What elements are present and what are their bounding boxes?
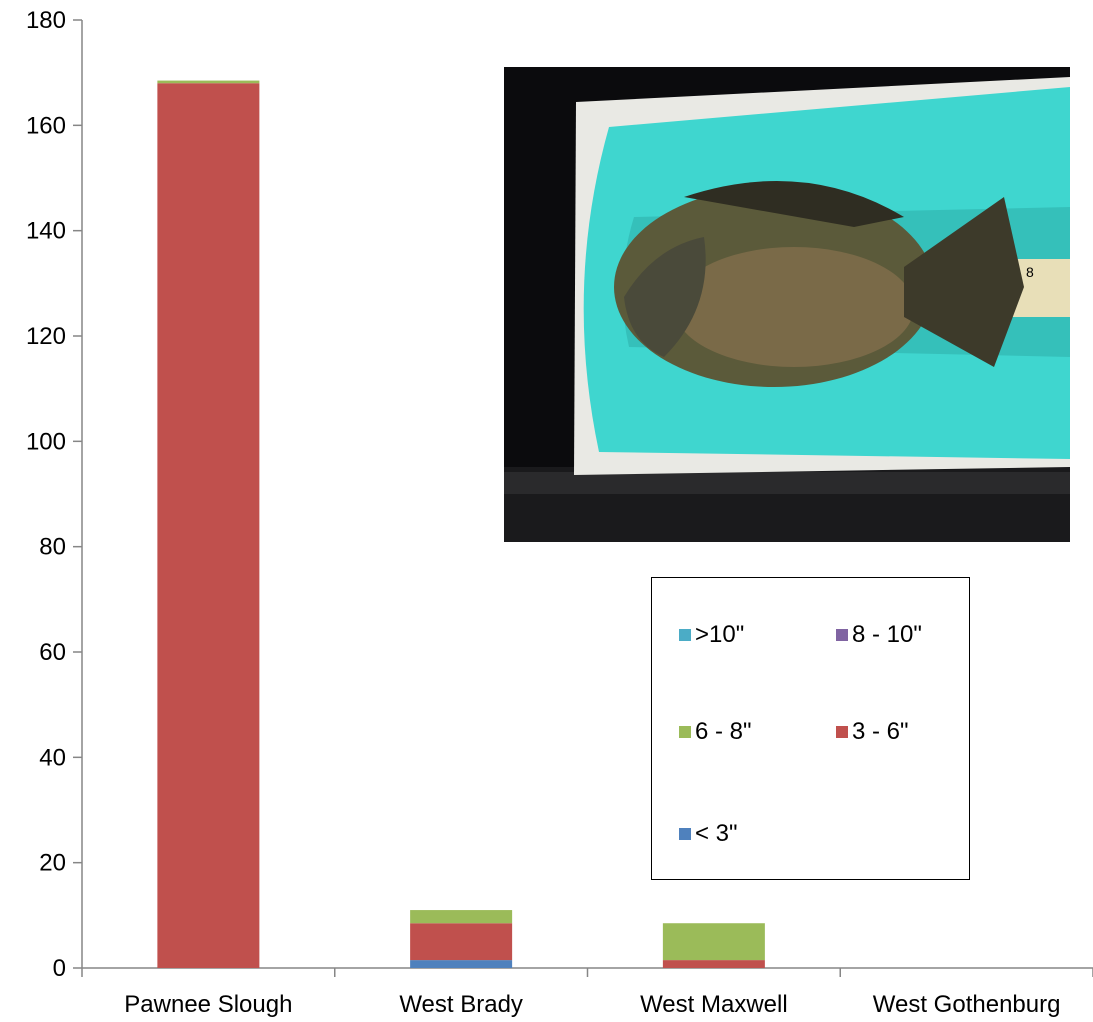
bar-segment [410, 910, 513, 924]
legend-label-3-6: 3 - 6" [852, 718, 909, 745]
legend-swatch-lt3 [679, 828, 691, 840]
svg-text:8: 8 [1026, 264, 1034, 280]
y-tick-label: 100 [26, 428, 66, 455]
y-axis: 0 20 40 60 80 100 120 140 160 180 [26, 7, 83, 982]
x-tick-label: Pawnee Slough [124, 991, 292, 1017]
legend-label-6-8: 6 - 8" [695, 718, 752, 745]
y-tick-label: 0 [53, 955, 66, 982]
y-tick-label: 180 [26, 7, 66, 34]
x-tick-label: West Gothenburg [873, 991, 1061, 1017]
y-tick-label: 20 [39, 850, 66, 877]
legend-swatch-3-6 [836, 726, 848, 738]
legend-item-3-6: 3 - 6" [836, 718, 909, 746]
bars [157, 80, 765, 968]
legend-label-8-10: 8 - 10" [852, 621, 922, 648]
x-axis: Pawnee Slough West Brady West Maxwell West … [81, 967, 1093, 1018]
y-tick-label: 80 [39, 534, 66, 561]
x-tick-label: West Maxwell [640, 991, 788, 1017]
legend-label-gt10: >10" [695, 621, 745, 648]
y-tick-label: 60 [39, 639, 66, 666]
bar-segment [410, 960, 513, 968]
legend-item-6-8: 6 - 8" [679, 718, 752, 746]
bar-segment [157, 80, 260, 84]
x-tick-label: West Brady [399, 991, 523, 1017]
fish-photo: 8 [504, 67, 1070, 542]
bar-segment [410, 923, 513, 961]
bluegill-photo-image: 8 [504, 67, 1070, 542]
legend-swatch-gt10 [679, 629, 691, 641]
y-tick-label: 120 [26, 323, 66, 350]
y-tick-label: 140 [26, 218, 66, 245]
y-tick-label: 160 [26, 112, 66, 139]
chart-legend: >10" 8 - 10" 6 - 8" 3 - 6" < 3" [651, 577, 970, 880]
legend-swatch-6-8 [679, 726, 691, 738]
legend-label-lt3: < 3" [695, 820, 738, 847]
bar-segment [157, 83, 260, 968]
legend-item-8-10: 8 - 10" [836, 621, 922, 649]
legend-item-lt3: < 3" [679, 820, 738, 848]
legend-item-gt10: >10" [679, 621, 744, 649]
bar-segment [662, 960, 765, 968]
y-tick-label: 40 [39, 744, 66, 771]
legend-swatch-8-10 [836, 629, 848, 641]
bar-segment [662, 923, 765, 961]
